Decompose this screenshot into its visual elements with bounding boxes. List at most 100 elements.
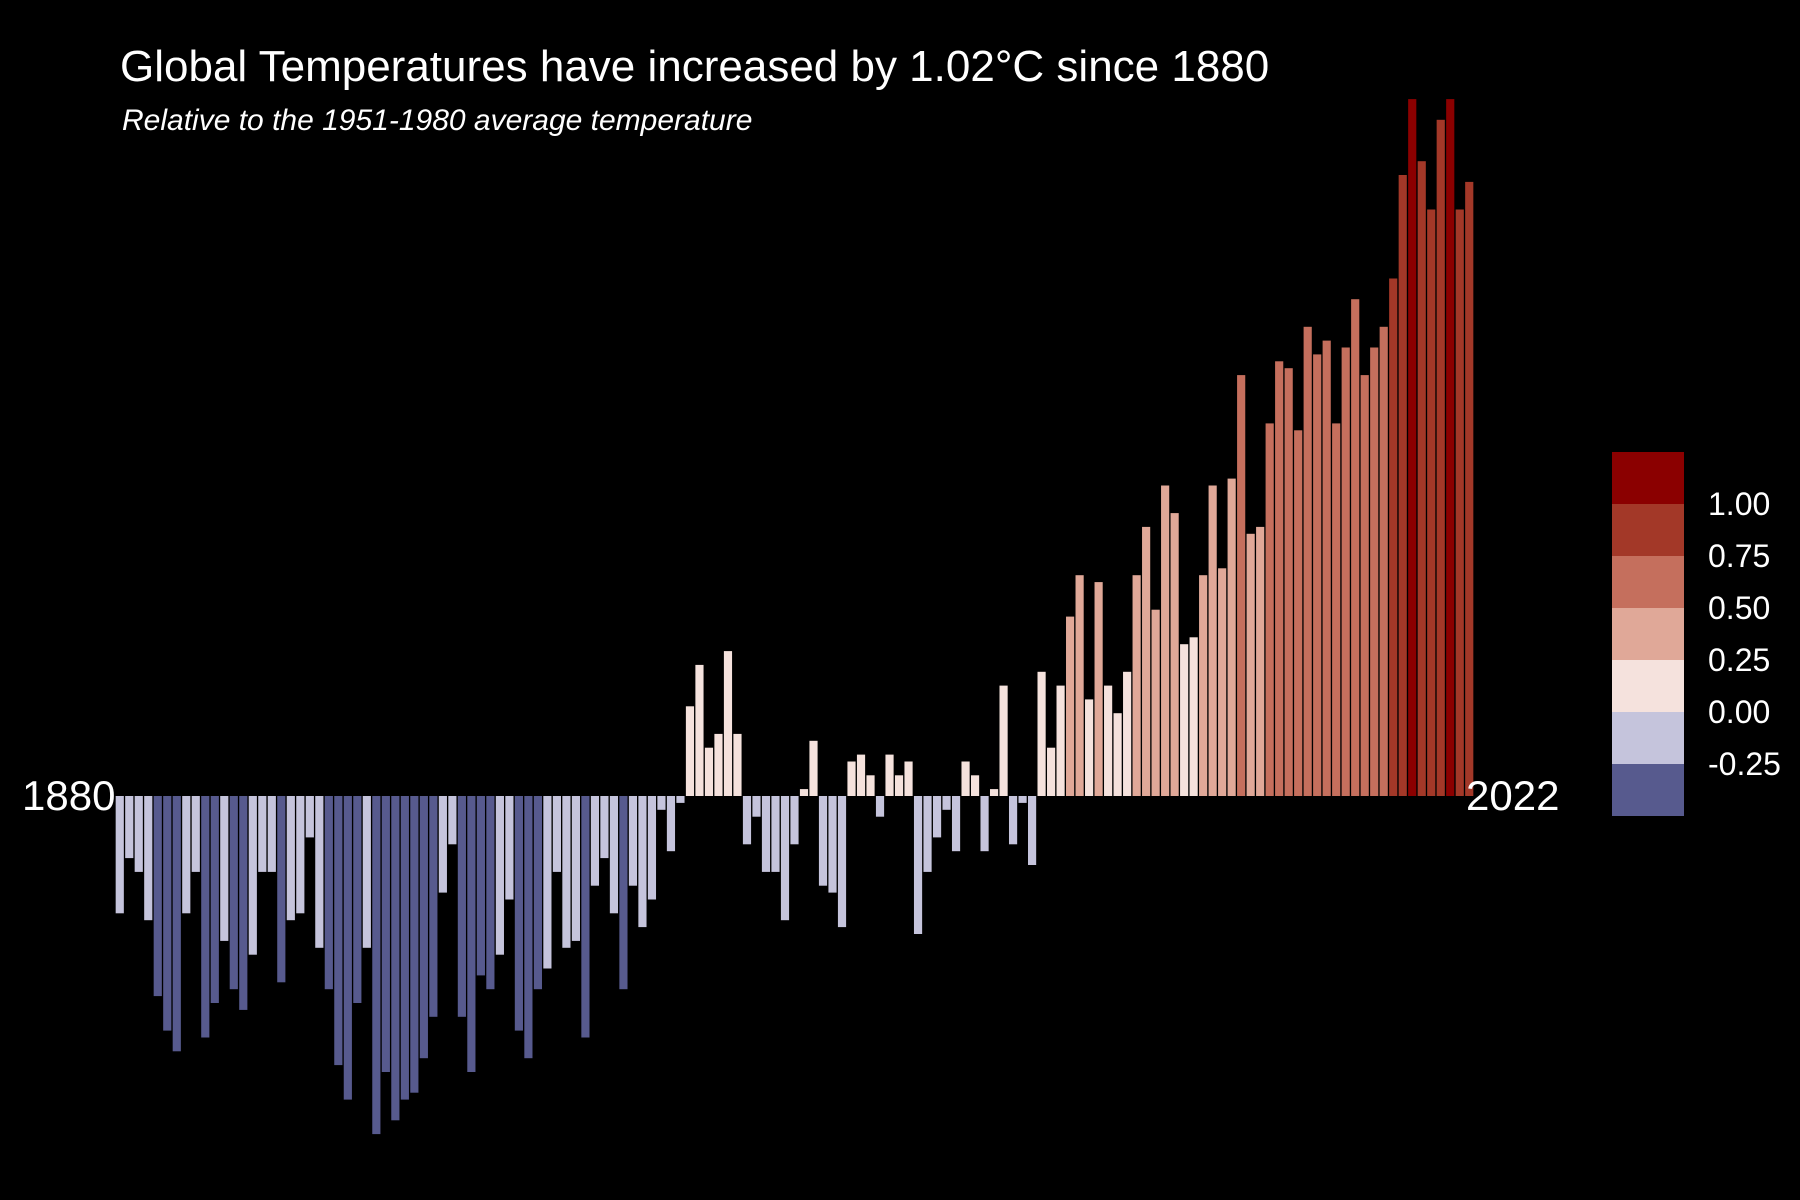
bar-1998 [1237,375,1246,796]
bar-1936 [647,796,657,900]
bar-2017 [1417,161,1426,796]
bar-1902 [324,796,333,990]
bar-1889 [201,796,210,1038]
bar-1891 [220,796,229,941]
bar-1919 [486,796,495,990]
bar-1884 [153,796,162,997]
bar-2021 [1455,209,1464,796]
bar-1952 [799,789,809,796]
bar-1986 [1123,671,1132,796]
bar-2022 [1465,181,1474,796]
bar-2020 [1446,99,1455,797]
bar-1901 [315,796,324,948]
legend-label-6: -0.25 [1708,746,1781,782]
bar-1980 [1066,616,1075,796]
bar-2018 [1427,209,1436,796]
bar-1982 [1085,699,1094,796]
bar-1970 [970,775,980,796]
bar-1948 [761,796,771,872]
bar-1951 [790,796,799,845]
bar-1930 [590,796,600,886]
legend-key-6 [1612,712,1684,764]
x-start-label: 1880 [22,772,116,819]
bar-1937 [657,796,666,810]
bar-1996 [1218,568,1227,796]
bar-2005 [1303,326,1312,796]
bar-1925 [543,796,552,969]
bar-1985 [1113,713,1122,796]
bar-1957 [847,761,856,796]
bar-1880 [115,796,124,914]
bar-1905 [353,796,362,1003]
legend-label-3: 0.50 [1708,590,1771,626]
bar-1894 [248,796,257,955]
bar-1916 [457,796,466,1017]
bar-1990 [1161,485,1170,796]
bar-1961 [885,754,894,796]
bar-1910 [400,796,409,1100]
bar-1886 [172,796,181,1052]
bar-1939 [676,796,685,803]
bar-1898 [286,796,295,921]
bar-1995 [1208,485,1217,796]
bar-1991 [1170,513,1179,796]
bar-1947 [752,796,761,817]
bar-1924 [533,796,542,990]
bar-1950 [780,796,790,921]
legend-label-1: 1.00 [1708,486,1771,522]
bar-1963 [904,761,913,796]
bar-1940 [685,706,695,796]
bar-1960 [875,796,885,817]
legend-key-1 [1612,452,1684,504]
bar-1956 [837,796,847,928]
bar-1999 [1246,533,1255,796]
bar-1971 [980,796,989,852]
bar-1992 [1180,644,1189,796]
chart-title: Global Temperatures have increased by 1.… [120,42,1270,91]
bar-1932 [609,796,619,914]
bar-1993 [1189,637,1198,796]
bar-1983 [1094,582,1103,796]
bar-1899 [296,796,305,914]
bar-1906 [362,796,371,948]
bar-2019 [1436,119,1445,797]
bar-2003 [1284,368,1293,796]
bar-1882 [134,796,143,872]
bar-1984 [1104,685,1113,796]
bar-1914 [438,796,447,893]
legend-label-2: 0.75 [1708,538,1771,574]
bar-1981 [1075,575,1084,796]
legend-key-4 [1612,608,1684,660]
chart-subtitle: Relative to the 1951-1980 average temper… [122,104,753,137]
legend-label-4: 0.25 [1708,642,1771,678]
bar-2015 [1398,175,1407,796]
bar-1978 [1047,747,1056,796]
bar-2014 [1389,278,1398,796]
legend-key-3 [1612,556,1684,608]
bar-1920 [495,796,504,955]
bar-1931 [600,796,609,859]
bar-1922 [514,796,523,1031]
bar-1958 [856,754,866,796]
bar-1969 [961,761,970,796]
bar-2007 [1322,340,1331,796]
bar-1928 [571,796,580,941]
legend-key-7 [1612,764,1684,816]
bar-1976 [1028,796,1037,865]
bar-1911 [410,796,419,1093]
bar-1945 [733,733,742,796]
bar-1913 [429,796,438,1017]
bar-1881 [125,796,134,859]
x-end-label: 2022 [1466,772,1560,819]
bar-1994 [1199,575,1208,796]
bar-1942 [704,747,714,796]
bar-1929 [581,796,590,1038]
bar-1885 [163,796,172,1031]
bar-2011 [1360,375,1369,796]
bar-1973 [999,685,1008,796]
bar-1915 [448,796,457,845]
bar-1927 [562,796,571,948]
bar-1895 [258,796,267,872]
bar-1959 [866,775,875,796]
